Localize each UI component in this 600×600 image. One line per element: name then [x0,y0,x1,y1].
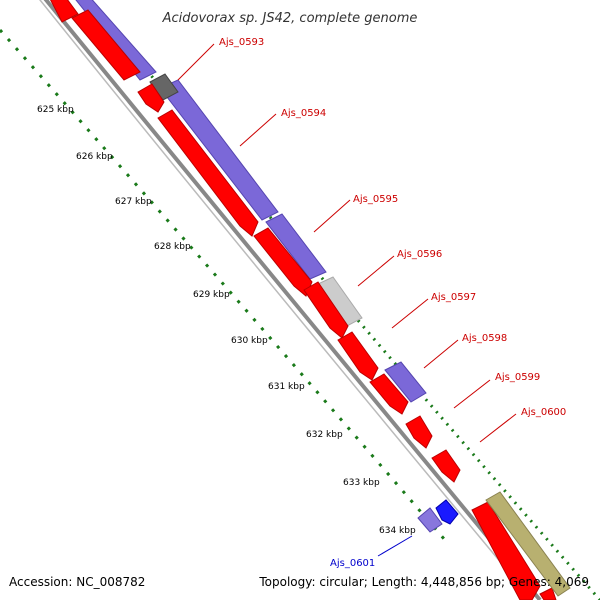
gene-label-ajs-0597[interactable]: Ajs_0597 [431,292,476,303]
tick-label-626: 626 kbp [76,152,113,162]
tick-label-group: 625 kbp 626 kbp 627 kbp 628 kbp 629 kbp … [37,105,416,536]
tick-label-634: 634 kbp [379,526,416,536]
purple-feature-band-2 [384,361,427,403]
tick-label-632: 632 kbp [306,430,343,440]
map-title: Acidovorax sp. JS42, complete genome [162,11,418,26]
red-cds-band [50,0,557,600]
gene-label-ajs-0593[interactable]: Ajs_0593 [219,37,264,48]
tick-label-629: 629 kbp [193,290,230,300]
tick-label-631: 631 kbp [268,382,305,392]
gene-label-group: Ajs_0593 Ajs_0594 Ajs_0595 Ajs_0596 Ajs_… [219,37,566,569]
gene-label-ajs-0594[interactable]: Ajs_0594 [281,108,326,119]
inner-tick-ring [0,29,447,541]
tick-label-628: 628 kbp [154,242,191,252]
genome-backbone [43,0,542,600]
genome-backbone-inner [39,0,533,600]
outer-tick-ring [86,0,600,600]
summary-text: Topology: circular; Length: 4,448,856 bp… [258,575,589,589]
gene-label-ajs-0600[interactable]: Ajs_0600 [521,407,566,418]
accession-text: Accession: NC_008782 [9,575,145,589]
gene-label-ajs-0601[interactable]: Ajs_0601 [330,558,375,569]
tick-label-625: 625 kbp [37,105,74,115]
blue-feature-ajs-0601 [417,499,459,533]
gene-label-ajs-0596[interactable]: Ajs_0596 [397,249,442,260]
gene-label-ajs-0595[interactable]: Ajs_0595 [353,194,398,205]
gene-label-ajs-0599[interactable]: Ajs_0599 [495,372,540,383]
tick-label-633: 633 kbp [343,478,380,488]
tick-label-627: 627 kbp [115,197,152,207]
gene-leader-lines [177,43,517,557]
tick-label-630: 630 kbp [231,336,268,346]
gene-label-ajs-0598[interactable]: Ajs_0598 [462,333,507,344]
olive-feature [485,491,571,597]
